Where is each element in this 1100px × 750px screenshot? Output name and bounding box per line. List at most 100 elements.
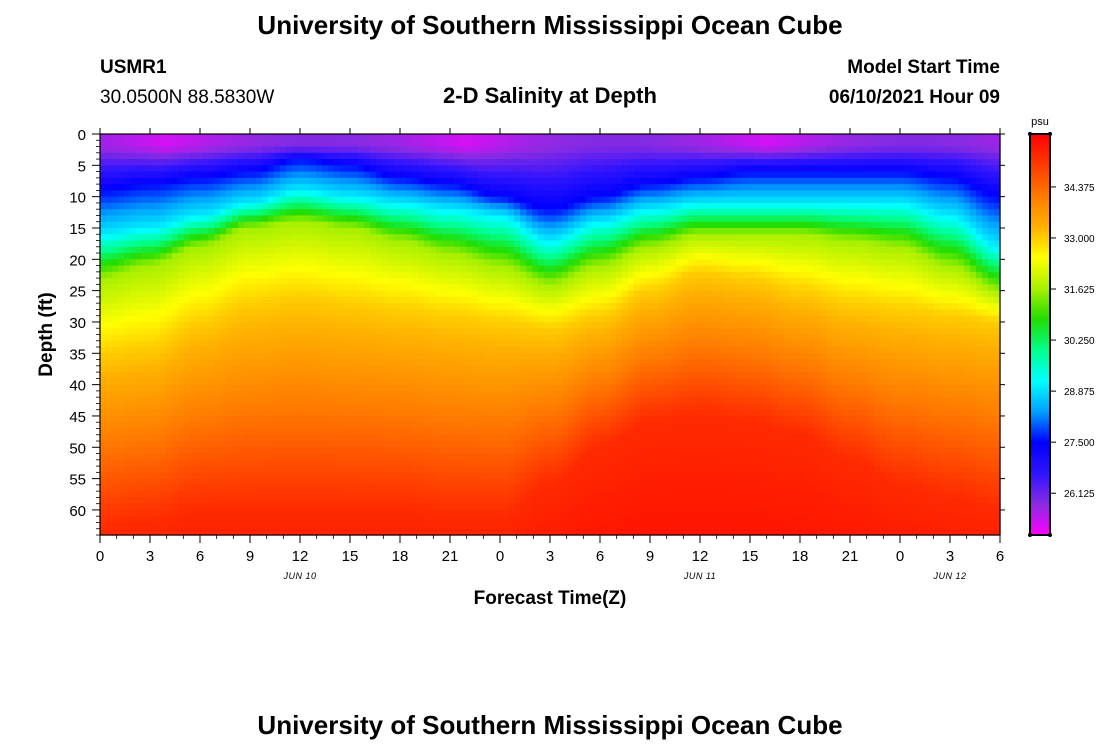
heat-cell (562, 334, 569, 342)
heat-cell (268, 196, 275, 204)
heat-cell (256, 365, 263, 373)
heat-cell (448, 478, 455, 486)
heat-cell (490, 134, 497, 141)
heat-cell (280, 428, 287, 436)
heat-cell (304, 259, 311, 267)
heat-cell (562, 428, 569, 436)
heat-cell (118, 434, 125, 442)
heat-cell (430, 221, 437, 229)
heat-cell (502, 246, 509, 254)
heat-cell (424, 472, 431, 480)
heat-cell (400, 271, 407, 279)
heat-cell (190, 403, 197, 411)
heat-cell (436, 522, 443, 530)
heat-cell (196, 484, 203, 492)
heat-cell (454, 184, 461, 191)
heat-cell (472, 171, 479, 179)
heat-cell (328, 384, 335, 392)
heat-cell (124, 409, 131, 417)
heat-cell (232, 378, 239, 386)
heat-cell (214, 177, 221, 185)
heat-cell (160, 384, 167, 392)
heat-cell (424, 284, 431, 292)
heat-cell (202, 290, 209, 298)
heat-cell (334, 265, 341, 273)
heat-cell (262, 227, 269, 235)
heat-cell (148, 359, 155, 367)
heat-cell (394, 491, 401, 499)
heat-cell (550, 359, 557, 367)
heat-cell (454, 522, 461, 530)
heat-cell (430, 434, 437, 442)
heat-cell (202, 196, 209, 204)
heat-cell (124, 503, 131, 511)
heat-cell (316, 340, 323, 348)
heat-cell (394, 509, 401, 517)
heat-cell (406, 397, 413, 405)
heat-cell (496, 359, 503, 367)
heat-cell (202, 221, 209, 229)
heat-cell (430, 472, 437, 480)
heat-cell (448, 484, 455, 492)
heat-cell (118, 516, 125, 524)
heat-cell (328, 146, 335, 154)
heat-cell (544, 434, 551, 442)
heat-cell (370, 403, 377, 411)
heat-cell (160, 259, 167, 267)
heat-cell (460, 359, 467, 367)
heat-cell (382, 328, 389, 336)
heat-cell (544, 234, 551, 242)
heat-cell (172, 259, 179, 267)
heat-cell (226, 309, 233, 317)
heat-cell (208, 347, 215, 354)
heat-cell (118, 296, 125, 304)
heat-cell (256, 378, 263, 386)
heat-cell (466, 146, 473, 154)
heat-cell (478, 509, 485, 517)
heat-cell (436, 347, 443, 354)
heat-cell (130, 359, 137, 367)
heat-cell (484, 202, 491, 210)
heat-cell (202, 472, 209, 480)
heat-cell (448, 165, 455, 173)
heat-cell (232, 384, 239, 392)
heat-cell (238, 447, 245, 455)
heat-cell (280, 259, 287, 267)
heat-cell (178, 202, 185, 210)
heat-cell (478, 271, 485, 279)
heat-cell (160, 290, 167, 298)
heat-cell (214, 466, 221, 473)
heat-cell (520, 202, 527, 210)
heat-cell (430, 484, 437, 492)
heat-cell (244, 503, 251, 511)
heat-cell (424, 359, 431, 367)
heat-cell (502, 146, 509, 154)
heat-cell (358, 365, 365, 373)
heat-cell (334, 397, 341, 405)
heat-cell (448, 409, 455, 417)
heat-cell (100, 347, 107, 354)
heat-cell (382, 296, 389, 304)
heat-cell (286, 441, 293, 448)
heat-cell (544, 278, 551, 285)
heat-cell (346, 328, 353, 336)
heat-cell (520, 516, 527, 524)
heat-cell (526, 516, 533, 524)
heat-cell (280, 246, 287, 254)
heat-cell (130, 516, 137, 524)
heat-cell (544, 215, 551, 223)
heat-cell (196, 516, 203, 524)
heat-cell (388, 209, 395, 217)
heat-cell (226, 140, 233, 148)
heat-cell (340, 340, 347, 348)
heat-cell (292, 484, 299, 492)
heat-cell (268, 522, 275, 530)
heat-cell (370, 359, 377, 367)
heat-cell (136, 340, 143, 348)
heat-cell (364, 315, 371, 323)
heat-cell (316, 428, 323, 436)
heat-cell (508, 353, 515, 361)
heat-cell (154, 528, 161, 536)
heat-cell (334, 271, 341, 279)
heat-cell (106, 365, 113, 373)
